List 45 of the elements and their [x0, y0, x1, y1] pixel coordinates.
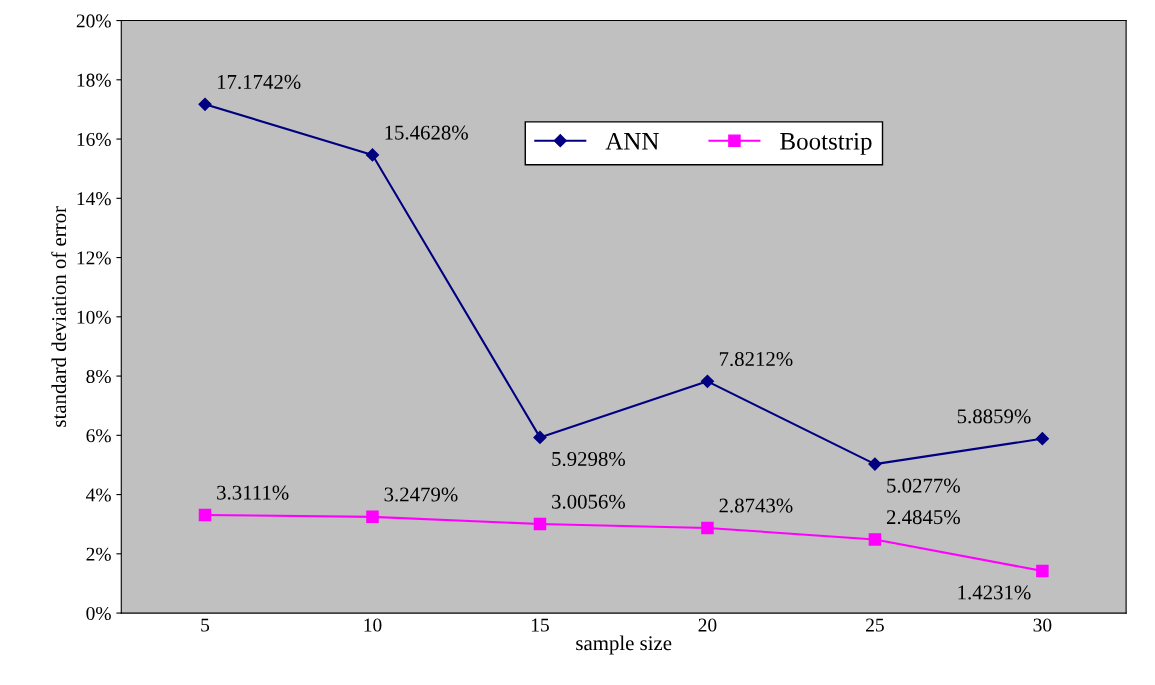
data-label: 15.4628% — [385, 125, 468, 140]
y-axis-title: standard deviation of error — [51, 206, 67, 427]
point — [868, 533, 882, 546]
legend-label: ANN — [605, 132, 659, 150]
legend-label: Bootstrip — [780, 132, 872, 155]
y-tick-label: 12% — [77, 251, 111, 265]
data-label: 5.8859% — [957, 409, 1031, 424]
y-tick-label: 14% — [77, 192, 111, 206]
data-label: 1.4231% — [958, 585, 1031, 600]
point — [700, 374, 715, 388]
y-tick-label: 18% — [77, 73, 111, 87]
y-tick-label: 8% — [86, 369, 111, 384]
y-tick-label: 2% — [86, 547, 111, 561]
x-tick-label: 5 — [201, 618, 210, 632]
data-label: 3.0056% — [552, 494, 626, 509]
point — [533, 430, 547, 444]
data-label: 5.9298% — [552, 451, 626, 467]
point — [1035, 432, 1049, 446]
x-axis-title: sample size — [576, 635, 672, 655]
data-label: 7.8212% — [719, 351, 793, 367]
point — [533, 517, 547, 531]
data-label: 3.2479% — [384, 487, 458, 502]
x-tick-label: 30 — [1033, 618, 1052, 632]
point — [198, 508, 212, 522]
data-label: 5.0277% — [887, 478, 960, 493]
point — [198, 97, 212, 111]
y-tick-label: 4% — [86, 488, 111, 502]
x-tick-label: 25 — [866, 618, 884, 632]
point — [365, 148, 380, 162]
data-label: 3.3111% — [217, 485, 289, 500]
point — [366, 510, 379, 524]
y-tick-label: 16% — [77, 132, 111, 147]
x-tick-label: 15 — [531, 618, 549, 632]
y-tick-label: 6% — [86, 429, 111, 443]
x-tick-label: 10 — [364, 618, 382, 632]
y-tick-label: 10% — [77, 310, 111, 324]
x-tick-label: 20 — [698, 618, 717, 632]
data-label: 17.1742% — [217, 74, 301, 90]
point — [868, 457, 882, 471]
y-tick-label: 0% — [86, 606, 111, 621]
point — [701, 521, 714, 535]
y-tick-label: 20% — [76, 14, 111, 28]
data-label: 2.4845% — [886, 510, 960, 525]
point — [1036, 564, 1049, 578]
data-label: 2.8743% — [719, 498, 793, 513]
